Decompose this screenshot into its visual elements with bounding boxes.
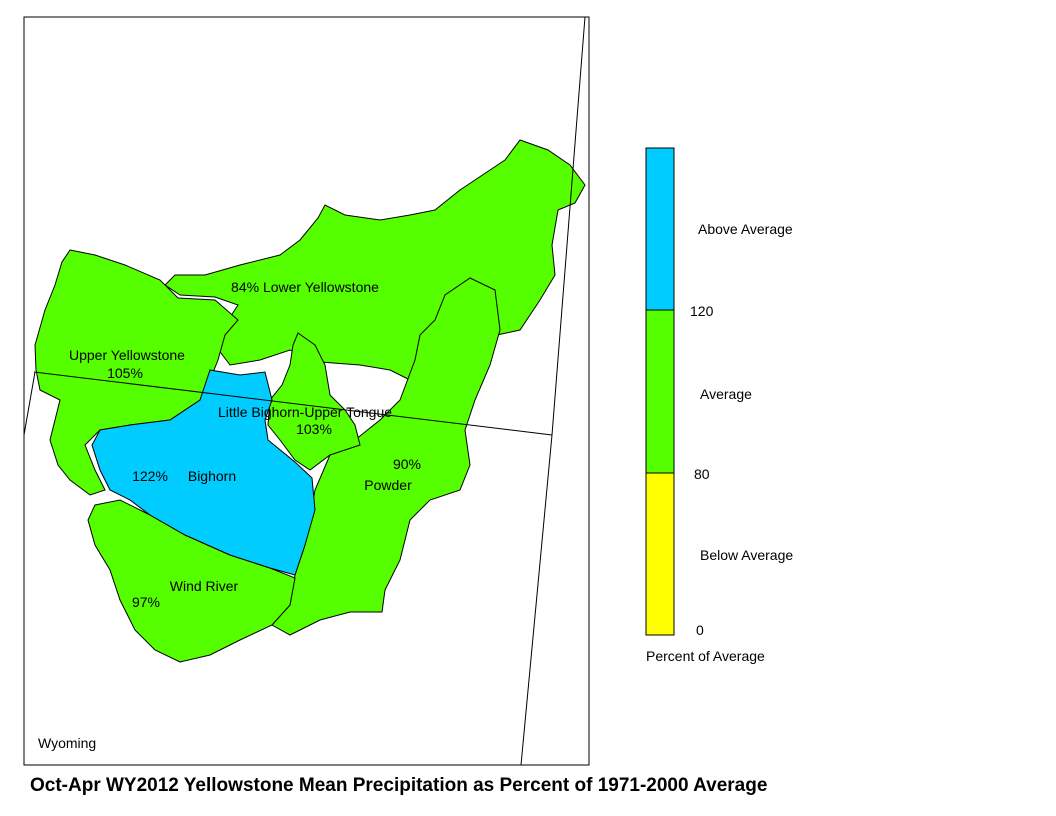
legend-break-0: 0 <box>696 622 704 638</box>
state-label: Wyoming <box>38 735 96 751</box>
legend-label-above-average: Above Average <box>698 221 793 237</box>
label-powder-percent: 90% <box>393 456 421 472</box>
legend-break-120: 120 <box>690 303 714 319</box>
state-boundary-line <box>23 16 586 766</box>
label-lower-yellowstone: 84% Lower Yellowstone <box>231 279 379 295</box>
label-bighorn-percent: 122% <box>132 468 168 484</box>
label-upper-yellowstone-name: Upper Yellowstone <box>69 347 185 363</box>
basin-upper-yellowstone <box>34 249 239 496</box>
legend-break-80: 80 <box>694 466 710 482</box>
basin-bighorn <box>91 369 316 576</box>
legend-swatch-average <box>645 309 675 474</box>
map-title: Oct-Apr WY2012 Yellowstone Mean Precipit… <box>30 775 768 796</box>
legend-title: Percent of Average <box>646 648 765 664</box>
basin-little-bighorn-upper-tongue <box>267 332 361 471</box>
legend-label-average: Average <box>700 386 752 402</box>
label-upper-yellowstone-percent: 105% <box>107 365 143 381</box>
label-wind-river-name: Wind River <box>170 578 239 594</box>
label-little-bighorn-name: Little Bighorn-Upper Tongue <box>218 404 392 420</box>
legend-swatch-below-average <box>645 472 675 636</box>
label-wind-river-percent: 97% <box>132 594 160 610</box>
label-little-bighorn-percent: 103% <box>296 421 332 437</box>
legend-label-below-average: Below Average <box>700 547 794 563</box>
label-bighorn-name: Bighorn <box>188 468 236 484</box>
legend-swatch-above-average <box>645 147 675 311</box>
label-powder-name: Powder <box>364 477 412 493</box>
